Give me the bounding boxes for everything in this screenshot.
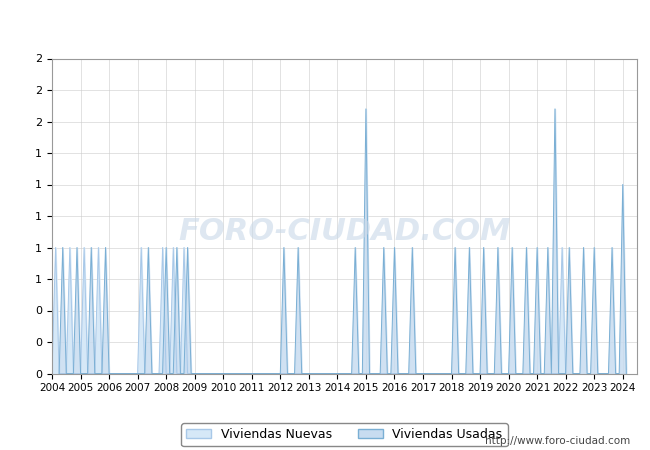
Text: Mambrilla de Castrejón - Evolucion del Nº de Transacciones Inmobiliarias: Mambrilla de Castrejón - Evolucion del N… bbox=[58, 17, 592, 33]
Text: FORO-CIUDAD.COM: FORO-CIUDAD.COM bbox=[178, 217, 511, 246]
Legend: Viviendas Nuevas, Viviendas Usadas: Viviendas Nuevas, Viviendas Usadas bbox=[181, 423, 508, 446]
Text: http://www.foro-ciudad.com: http://www.foro-ciudad.com bbox=[486, 436, 630, 446]
